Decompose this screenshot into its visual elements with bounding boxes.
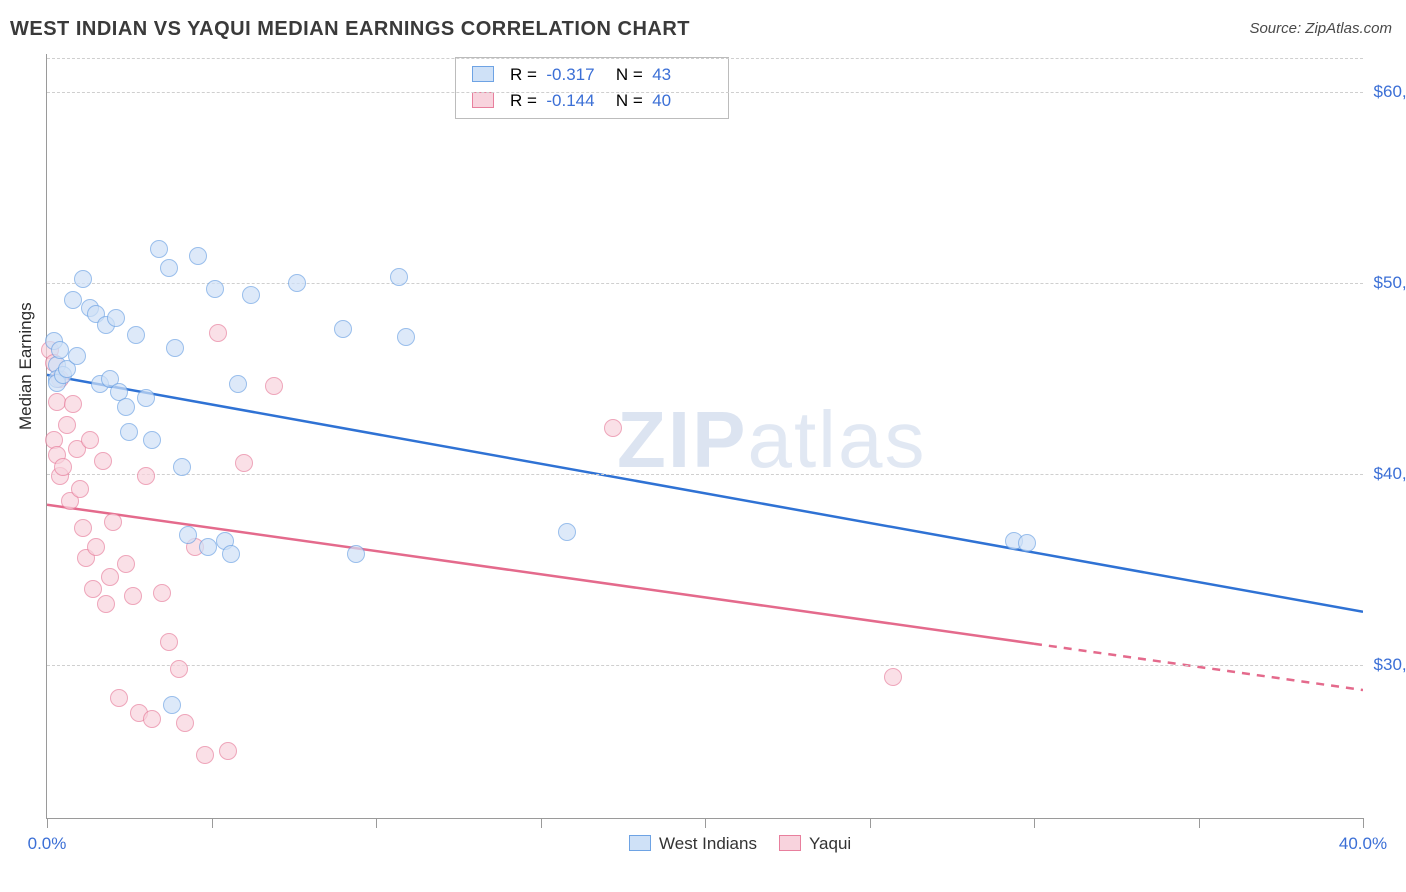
- data-point: [222, 545, 240, 563]
- data-point: [390, 268, 408, 286]
- data-point: [206, 280, 224, 298]
- data-point: [54, 458, 72, 476]
- data-point: [74, 270, 92, 288]
- data-point: [137, 389, 155, 407]
- x-tick: [705, 818, 706, 828]
- data-point: [209, 324, 227, 342]
- gridline-h: [47, 665, 1363, 666]
- x-tick-label: 40.0%: [1339, 834, 1387, 854]
- data-point: [884, 668, 902, 686]
- data-point: [64, 291, 82, 309]
- data-point: [117, 398, 135, 416]
- gridline-h: [47, 283, 1363, 284]
- gridline-h: [47, 474, 1363, 475]
- legend-item: Yaqui: [757, 834, 851, 853]
- source-label: Source: ZipAtlas.com: [1249, 20, 1392, 37]
- legend-item: West Indians: [607, 834, 757, 853]
- data-point: [288, 274, 306, 292]
- data-point: [189, 247, 207, 265]
- y-tick-label: $40,000: [1374, 464, 1406, 484]
- data-point: [51, 341, 69, 359]
- x-tick: [1034, 818, 1035, 828]
- y-tick-label: $60,000: [1374, 82, 1406, 102]
- trend-line: [47, 505, 1034, 644]
- data-point: [137, 467, 155, 485]
- data-point: [48, 393, 66, 411]
- data-point: [163, 696, 181, 714]
- stat-row: R = -0.317 N = 43: [472, 62, 712, 88]
- data-point: [176, 714, 194, 732]
- data-point: [143, 431, 161, 449]
- data-point: [347, 545, 365, 563]
- data-point: [58, 416, 76, 434]
- data-point: [104, 513, 122, 531]
- data-point: [81, 431, 99, 449]
- data-point: [107, 309, 125, 327]
- trend-line: [47, 375, 1363, 612]
- x-tick: [541, 818, 542, 828]
- y-tick-label: $30,000: [1374, 655, 1406, 675]
- data-point: [127, 326, 145, 344]
- data-point: [219, 742, 237, 760]
- data-point: [110, 689, 128, 707]
- data-point: [196, 746, 214, 764]
- data-point: [68, 347, 86, 365]
- data-point: [64, 395, 82, 413]
- data-point: [160, 633, 178, 651]
- data-point: [153, 584, 171, 602]
- data-point: [173, 458, 191, 476]
- data-point: [143, 710, 161, 728]
- x-tick: [1199, 818, 1200, 828]
- x-tick: [47, 818, 48, 828]
- x-tick: [376, 818, 377, 828]
- chart-title: WEST INDIAN VS YAQUI MEDIAN EARNINGS COR…: [10, 18, 690, 41]
- x-tick-label: 0.0%: [28, 834, 67, 854]
- data-point: [166, 339, 184, 357]
- data-point: [242, 286, 260, 304]
- data-point: [1018, 534, 1036, 552]
- series-legend: West IndiansYaqui: [607, 834, 851, 854]
- data-point: [334, 320, 352, 338]
- y-tick-label: $50,000: [1374, 273, 1406, 293]
- data-point: [97, 595, 115, 613]
- y-axis-label: Median Earnings: [16, 302, 36, 430]
- data-point: [87, 538, 105, 556]
- data-point: [160, 259, 178, 277]
- data-point: [199, 538, 217, 556]
- data-point: [558, 523, 576, 541]
- data-point: [74, 519, 92, 537]
- x-tick: [1363, 818, 1364, 828]
- data-point: [120, 423, 138, 441]
- gridline-h: [47, 58, 1363, 59]
- data-point: [117, 555, 135, 573]
- trend-lines: [47, 54, 1363, 818]
- watermark: ZIPatlas: [617, 394, 926, 486]
- trend-line: [1034, 644, 1363, 690]
- data-point: [124, 587, 142, 605]
- data-point: [84, 580, 102, 598]
- data-point: [604, 419, 622, 437]
- data-point: [179, 526, 197, 544]
- data-point: [150, 240, 168, 258]
- data-point: [397, 328, 415, 346]
- data-point: [170, 660, 188, 678]
- data-point: [71, 480, 89, 498]
- plot-area: ZIPatlas R = -0.317 N = 43R = -0.144 N =…: [46, 54, 1363, 819]
- gridline-h: [47, 92, 1363, 93]
- data-point: [265, 377, 283, 395]
- correlation-stats-box: R = -0.317 N = 43R = -0.144 N = 40: [455, 57, 729, 119]
- data-point: [101, 568, 119, 586]
- x-tick: [212, 818, 213, 828]
- data-point: [229, 375, 247, 393]
- data-point: [94, 452, 112, 470]
- data-point: [235, 454, 253, 472]
- x-tick: [870, 818, 871, 828]
